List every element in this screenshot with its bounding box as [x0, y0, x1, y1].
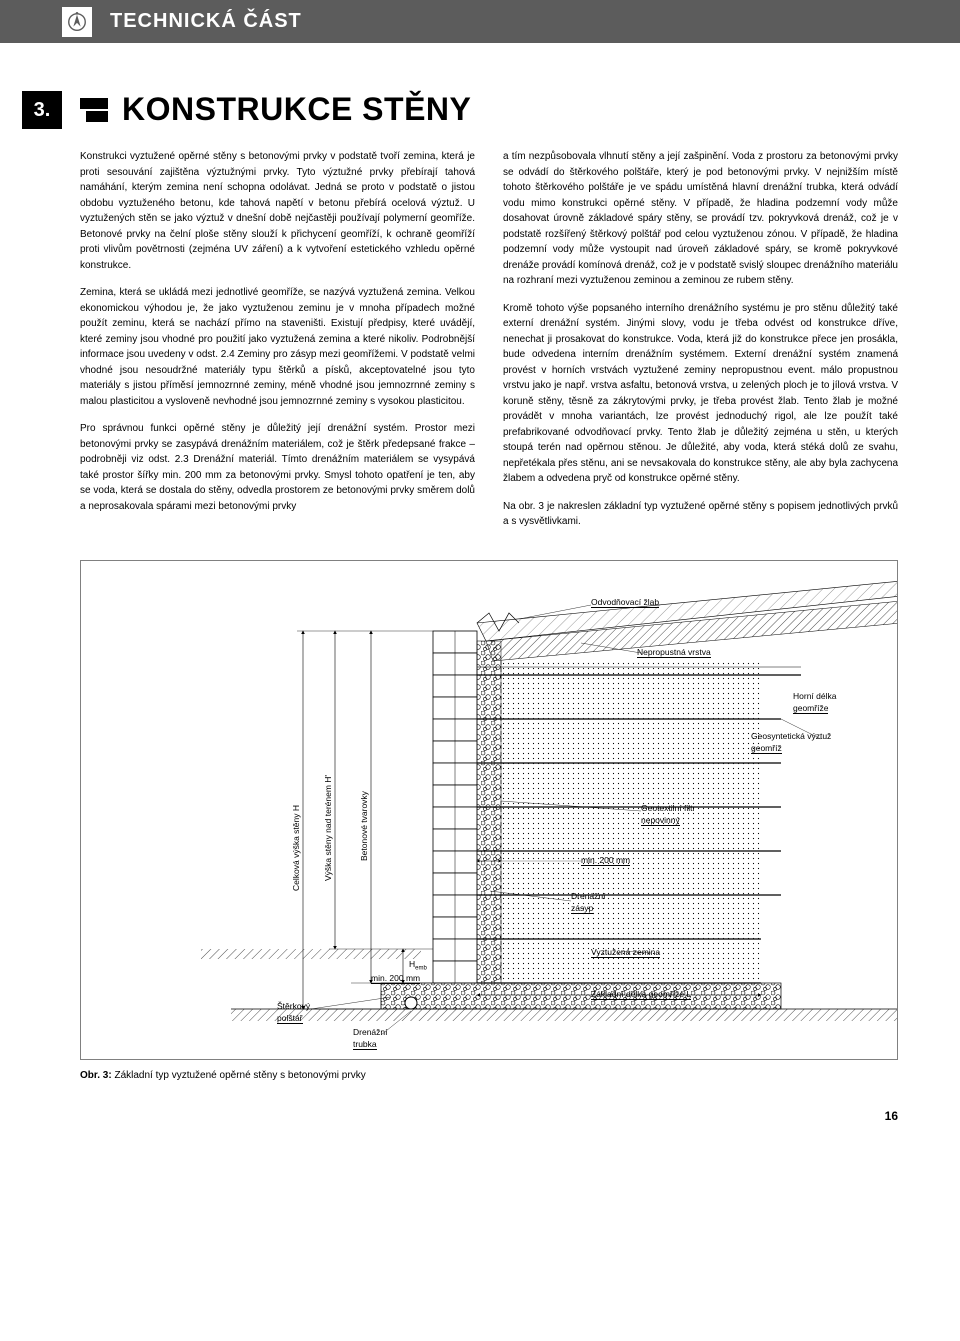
- label-sterk1: Štěrkový: [277, 1001, 310, 1011]
- label-horni1: Horní délka: [793, 691, 836, 701]
- left-column: Konstrukci vyztužené opěrné stěny s beto…: [80, 149, 475, 542]
- brick-icon: [80, 98, 108, 122]
- para: a tím nezpůsobovala vlhnutí stěny a její…: [503, 149, 898, 289]
- label-geosyn1: Geosyntetická výztuž: [751, 731, 831, 741]
- compass-icon: [62, 7, 92, 37]
- para: Pro správnou funkci opěrné stěny je důle…: [80, 421, 475, 514]
- label-geotex1: Geotextilní filtr: [641, 803, 695, 813]
- right-column: a tím nezpůsobovala vlhnutí stěny a její…: [503, 149, 898, 542]
- label-drentrub2: trubka: [353, 1039, 377, 1050]
- section-title-text: KONSTRUKCE STĚNY: [122, 91, 471, 128]
- label-hemb: Hemb: [409, 959, 427, 973]
- caption-rest: Základní typ vyztužené opěrné stěny s be…: [112, 1070, 366, 1081]
- figure-wrapper: Celková výška stěny H Výška stěny nad te…: [0, 542, 960, 1081]
- label-horni2: geomříže: [793, 703, 828, 714]
- label-celkova: Celková výška stěny H: [291, 731, 301, 891]
- label-zakldelka: Základní délka geomříže L: [591, 989, 691, 1000]
- header-title: TECHNICKÁ ČÁST: [110, 10, 302, 33]
- para: Zemina, která se ukládá mezi jednotlivé …: [80, 285, 475, 409]
- figure-3: Celková výška stěny H Výška stěny nad te…: [80, 560, 898, 1060]
- label-sterk2: polštář: [277, 1013, 303, 1024]
- label-beton-tvarovky: Betonové tvarovky: [359, 721, 369, 861]
- label-drentrub1: Drenážní: [353, 1027, 388, 1037]
- label-vyska-teren: Výška stěny nad terénem H': [323, 721, 333, 881]
- label-drenzasyp2: zásyp: [571, 903, 593, 914]
- section-heading-row: 3. KONSTRUKCE STĚNY: [0, 91, 960, 129]
- page-header: TECHNICKÁ ČÁST: [0, 0, 960, 43]
- label-odvod: Odvodňovací žlab: [591, 597, 659, 608]
- figure-svg: [81, 561, 898, 1060]
- para: Na obr. 3 je nakreslen základní typ vyzt…: [503, 499, 898, 530]
- caption-bold: Obr. 3:: [80, 1070, 112, 1081]
- section-number: 3.: [22, 91, 62, 129]
- section-title: KONSTRUKCE STĚNY: [80, 91, 471, 128]
- label-min200a: min. 200 mm: [581, 855, 630, 866]
- body-columns: Konstrukci vyztužené opěrné stěny s beto…: [0, 129, 960, 542]
- figure-caption: Obr. 3: Základní typ vyztužené opěrné st…: [80, 1070, 898, 1081]
- label-vyzzem: Vyztužená zemina: [591, 947, 660, 958]
- hemb-sub: emb: [415, 965, 427, 971]
- label-min200b: min. 200 mm: [371, 973, 420, 984]
- label-drenzasyp1: Drenážní: [571, 891, 606, 901]
- label-geosyn2: geomříž: [751, 743, 782, 754]
- label-geotex2: nepovinný: [641, 815, 680, 826]
- page-number: 16: [0, 1081, 960, 1141]
- para: Kromě tohoto výše popsaného interního dr…: [503, 301, 898, 487]
- para: Konstrukci vyztužené opěrné stěny s beto…: [80, 149, 475, 273]
- label-nepro: Nepropustná vrstva: [637, 647, 711, 658]
